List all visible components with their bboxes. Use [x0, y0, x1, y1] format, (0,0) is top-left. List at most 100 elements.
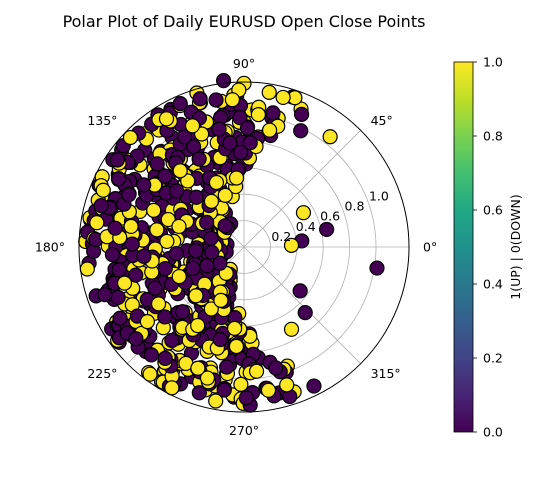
radial-tick-label-2: 0.6: [320, 209, 340, 224]
scatter-point-dense-607: [168, 245, 185, 262]
scatter-point-dense-312: [294, 106, 310, 122]
scatter-point-dense-568: [261, 84, 277, 100]
scatter-point-1: [215, 73, 232, 89]
scatter-point-13: [297, 305, 313, 321]
scatter-point-dense-571: [203, 301, 219, 317]
scatter-point-5: [293, 123, 309, 139]
scatter-point-14: [283, 321, 300, 337]
scatter-point-dense-589: [185, 260, 201, 276]
colorbar-label: 1(UP) | 0(DOWN): [508, 194, 523, 299]
scatter-point-dense-443: [216, 382, 232, 398]
angle-tick-label-7: 315°: [371, 366, 401, 381]
scatter-point-dense-624: [171, 218, 187, 235]
scatter-point-dense-510: [159, 233, 175, 250]
scatter-point-dense-576: [164, 380, 180, 396]
scatter-point-dense-632: [136, 248, 152, 264]
scatter-point-dense-412: [157, 309, 173, 325]
scatter-point-dense-562: [199, 370, 216, 386]
radial-tick-labels: 0.2 0.4 0.6 0.8 1.0: [271, 188, 388, 243]
scatter-point-dense-619: [128, 331, 144, 347]
scatter-point-dense-557: [248, 363, 265, 379]
scatter-point-dense-537: [208, 92, 224, 108]
scatter-point-dense-637: [184, 118, 201, 134]
scatter-point-dense-636: [212, 331, 228, 348]
scatter-point-dense-629: [157, 350, 173, 366]
scatter-points: [78, 73, 385, 413]
radial-tick-label-3: 0.8: [345, 199, 365, 214]
scatter-point-dense-631: [199, 214, 215, 230]
polar-frame: [78, 81, 410, 413]
angle-tick-label-4: 180°: [35, 240, 65, 255]
scatter-point-dense-465: [233, 376, 249, 392]
scatter-point-dense-569: [224, 92, 241, 108]
scatter-point-dense-542: [107, 220, 123, 236]
radial-tick-label-0: 0.2: [271, 229, 291, 244]
scatter-point-dense-594: [111, 171, 127, 187]
scatter-point-dense-630: [136, 177, 152, 193]
angle-tick-label-2: 90°: [233, 56, 255, 71]
scatter-point-dense-552: [124, 236, 140, 252]
scatter-point-dense-439: [112, 310, 128, 326]
scatter-point-dense-529: [188, 189, 204, 205]
colorbar-tick-label-1: 0.2: [483, 351, 503, 366]
scatter-point-dense-613: [190, 360, 206, 376]
scatter-point-dense-522: [123, 218, 139, 235]
scatter-point-dense-314: [172, 95, 188, 112]
scatter-point-dense-641: [279, 377, 295, 393]
angle-tick-label-0: 0°: [423, 240, 437, 255]
scatter-point-dense-517: [226, 320, 243, 336]
scatter-point-dense-501: [232, 110, 248, 126]
scatter-point-dense-478: [217, 187, 233, 203]
angle-gridline-7: [243, 246, 361, 364]
scatter-point-dense-617: [242, 135, 258, 151]
scatter-point-dense-647: [208, 174, 225, 191]
scatter-point-8: [319, 221, 335, 238]
scatter-point-dense-627: [228, 170, 245, 186]
colorbar-tick-label-4: 0.8: [483, 129, 503, 144]
scatter-point-dense-422: [192, 91, 208, 107]
scatter-point-dense-431: [142, 366, 158, 382]
scatter-point-dense-520: [239, 120, 256, 136]
scatter-point-dense-530: [160, 211, 176, 228]
scatter-point-dense-621: [171, 268, 187, 285]
angle-tick-label-6: 270°: [229, 423, 259, 438]
scatter-point-dense-628: [188, 288, 204, 304]
scatter-point-dense-598: [79, 261, 95, 277]
scatter-point-dense-643: [268, 360, 284, 376]
colorbar-gradient: [453, 61, 474, 433]
scatter-point-4: [322, 129, 338, 145]
scatter-point-dense-532: [116, 275, 133, 291]
scatter-point-dense-276: [208, 393, 224, 409]
scatter-point-dense-610: [121, 187, 137, 203]
scatter-point-dense-572: [203, 193, 220, 209]
scatter-point-dense-322: [110, 289, 126, 306]
scatter-point-dense-560: [260, 382, 277, 398]
colorbar-tick-label-5: 1.0: [483, 55, 503, 70]
scatter-point-dense-633: [191, 151, 207, 167]
scatter-point-dense-648: [150, 296, 167, 312]
scatter-point-dense-588: [122, 129, 139, 146]
scatter-point-dense-150: [191, 385, 207, 401]
scatter-point-dense-620: [190, 317, 206, 334]
colorbar: 0.0 0.2 0.4 0.6 0.8 1.0 1(UP) | 0(DOWN): [453, 55, 523, 440]
scatter-point-dense-348: [95, 182, 111, 198]
scatter-point-dense-635: [139, 314, 156, 330]
scatter-point-dense-634: [157, 168, 173, 184]
angle-tick-label-1: 45°: [371, 113, 393, 128]
scatter-point-dense-425: [265, 105, 281, 121]
scatter-point-dense-545: [219, 359, 235, 375]
scatter-point-dense-601: [157, 260, 173, 277]
scatter-point-dense-626: [217, 218, 233, 234]
scatter-point-dense-579: [186, 139, 202, 155]
scatter-point-10: [283, 237, 300, 253]
scatter-point-dense-585: [176, 129, 193, 145]
scatter-point-dense-492: [275, 89, 291, 106]
colorbar-ticks: 0.0 0.2 0.4 0.6 0.8 1.0: [473, 55, 503, 440]
scatter-point-dense-608: [168, 183, 185, 199]
scatter-point-12: [292, 283, 308, 299]
scatter-point-dense-640: [203, 230, 219, 247]
scatter-point-dense-591: [158, 111, 175, 127]
scatter-point-dense-436: [128, 267, 144, 283]
scatter-point-dense-639: [188, 243, 204, 259]
